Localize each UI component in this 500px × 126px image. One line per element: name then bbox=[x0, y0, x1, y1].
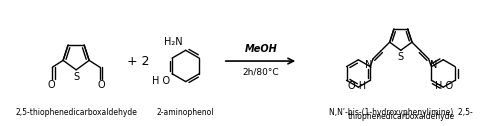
Text: S: S bbox=[73, 72, 79, 82]
Text: MeOH: MeOH bbox=[244, 44, 278, 54]
Text: H₂N: H₂N bbox=[164, 37, 182, 47]
Text: 2,5-thiophenedicarboxaldehyde: 2,5-thiophenedicarboxaldehyde bbox=[15, 108, 137, 117]
Text: H O: H O bbox=[152, 76, 170, 86]
Text: thiophenedicarboxaldehyde: thiophenedicarboxaldehyde bbox=[348, 112, 455, 121]
Text: O: O bbox=[97, 80, 104, 90]
Text: N,Nʹ-bis-(1-hydroxyphenylimine)  2,5-: N,Nʹ-bis-(1-hydroxyphenylimine) 2,5- bbox=[329, 108, 472, 117]
Text: S: S bbox=[398, 52, 404, 62]
Text: N: N bbox=[364, 60, 372, 70]
Text: 2h/80°C: 2h/80°C bbox=[242, 68, 280, 77]
Text: 2-aminophenol: 2-aminophenol bbox=[157, 108, 214, 117]
Text: + 2: + 2 bbox=[128, 55, 150, 68]
Text: N: N bbox=[430, 60, 437, 70]
Text: O H: O H bbox=[348, 81, 366, 91]
Text: H O: H O bbox=[435, 81, 453, 91]
Text: O: O bbox=[48, 80, 55, 90]
